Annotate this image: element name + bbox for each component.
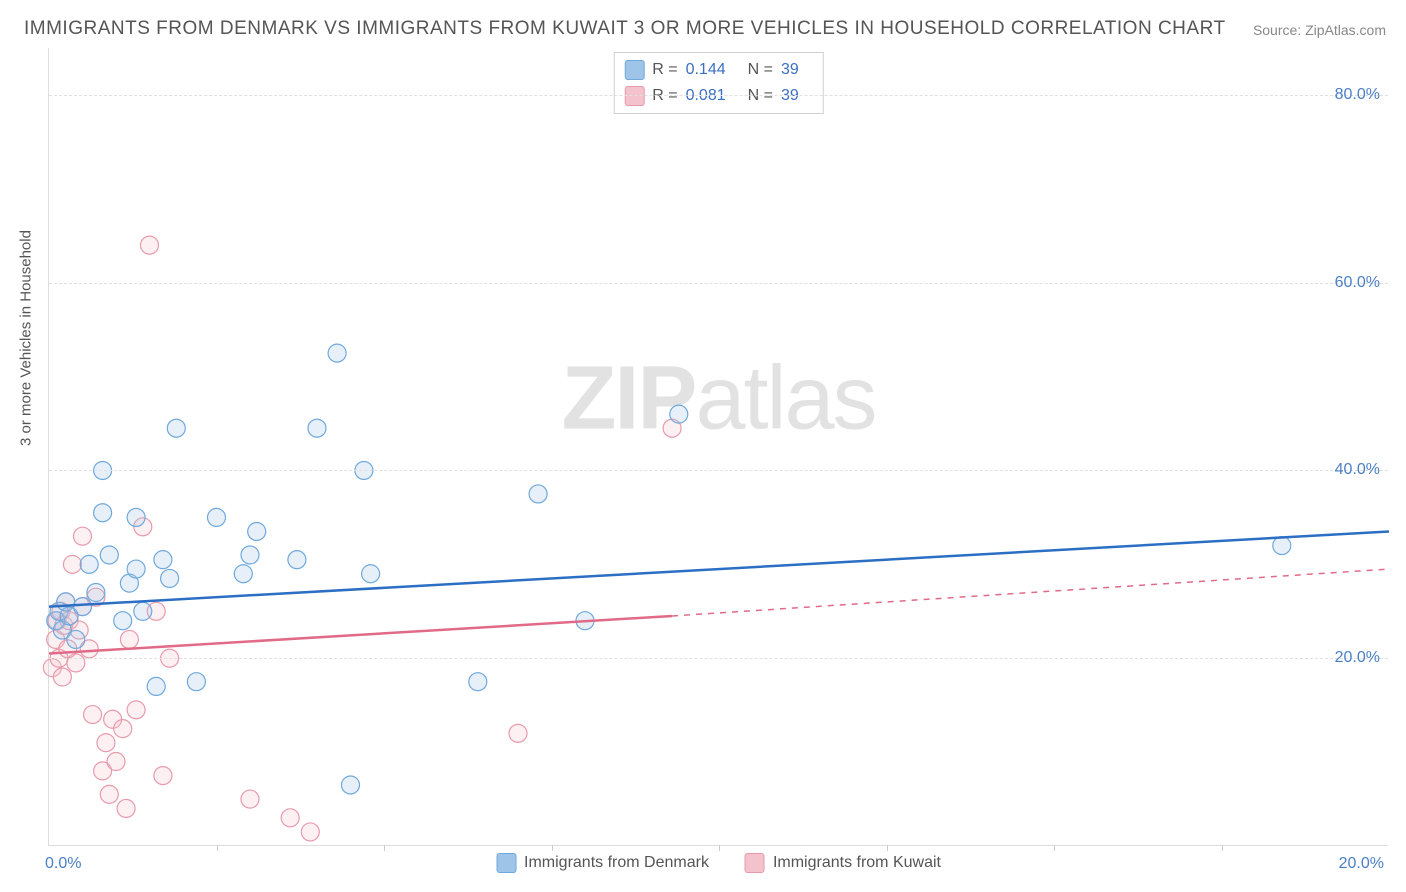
stats-legend-box: R = 0.144 N = 39 R = 0.081 N = 39 [613,52,824,114]
chart-svg [49,48,1388,845]
scatter-point [328,344,346,362]
scatter-point [120,630,138,648]
x-tick-mark [384,845,385,851]
x-tick-max: 20.0% [1339,855,1384,873]
scatter-point [147,677,165,695]
n-label-2: N = [748,87,773,105]
scatter-point [74,598,92,616]
x-tick-mark [552,845,553,851]
page-title: IMMIGRANTS FROM DENMARK VS IMMIGRANTS FR… [24,18,1226,40]
swatch-kuwait [624,86,644,106]
scatter-point [114,612,132,630]
n-value-kuwait: 39 [781,87,799,105]
x-tick-mark [719,845,720,851]
bottom-legend: Immigrants from Denmark Immigrants from … [496,853,941,873]
scatter-point [154,551,172,569]
scatter-point [1273,537,1291,555]
scatter-point [74,527,92,545]
legend-label-denmark: Immigrants from Denmark [524,854,709,872]
legend-item-denmark: Immigrants from Denmark [496,853,709,873]
grid-line [49,658,1388,659]
swatch-denmark [624,60,644,80]
scatter-point [187,673,205,691]
x-tick-mark [217,845,218,851]
scatter-point [67,654,85,672]
scatter-point [469,673,487,691]
scatter-point [87,584,105,602]
scatter-point [100,785,118,803]
trend-line-kuwait-dashed [672,569,1389,616]
scatter-point [342,776,360,794]
scatter-point [670,405,688,423]
scatter-point [63,555,81,573]
y-axis-label: 3 or more Vehicles in Household [18,230,35,446]
stats-row-denmark: R = 0.144 N = 39 [624,57,813,83]
stats-row-kuwait: R = 0.081 N = 39 [624,83,813,109]
grid-line [49,95,1388,96]
y-tick-label: 60.0% [1335,274,1380,292]
scatter-point [167,419,185,437]
x-tick-mark [1222,845,1223,851]
trend-line-kuwait-solid [49,616,672,654]
scatter-point [97,734,115,752]
legend-swatch-denmark [496,853,516,873]
y-tick-label: 80.0% [1335,86,1380,104]
scatter-point [241,790,259,808]
scatter-point [127,508,145,526]
scatter-point [127,560,145,578]
scatter-point [208,508,226,526]
y-tick-label: 20.0% [1335,649,1380,667]
scatter-point [301,823,319,841]
legend-item-kuwait: Immigrants from Kuwait [745,853,941,873]
source-attribution: Source: ZipAtlas.com [1253,22,1386,38]
legend-label-kuwait: Immigrants from Kuwait [773,854,941,872]
grid-line [49,283,1388,284]
x-tick-min: 0.0% [45,855,81,873]
scatter-point [67,630,85,648]
scatter-point [362,565,380,583]
scatter-point [509,724,527,742]
legend-swatch-kuwait [745,853,765,873]
scatter-point [141,236,159,254]
scatter-point [53,668,71,686]
r-label-2: R = [652,87,677,105]
x-tick-mark [1054,845,1055,851]
scatter-point [117,799,135,817]
r-value-denmark: 0.144 [686,61,726,79]
n-label: N = [748,61,773,79]
scatter-point [84,706,102,724]
x-tick-mark [887,845,888,851]
grid-line [49,470,1388,471]
scatter-point [114,720,132,738]
n-value-denmark: 39 [781,61,799,79]
chart-plot-area: ZIPatlas R = 0.144 N = 39 R = 0.081 N = … [48,48,1388,846]
scatter-point [107,753,125,771]
scatter-point [80,555,98,573]
scatter-point [308,419,326,437]
scatter-point [134,602,152,620]
y-tick-label: 40.0% [1335,461,1380,479]
scatter-point [94,504,112,522]
r-label: R = [652,61,677,79]
r-value-kuwait: 0.081 [686,87,726,105]
scatter-point [127,701,145,719]
scatter-point [161,569,179,587]
scatter-point [281,809,299,827]
scatter-point [100,546,118,564]
scatter-point [248,522,266,540]
scatter-point [288,551,306,569]
scatter-point [234,565,252,583]
scatter-point [154,767,172,785]
scatter-point [241,546,259,564]
scatter-point [529,485,547,503]
